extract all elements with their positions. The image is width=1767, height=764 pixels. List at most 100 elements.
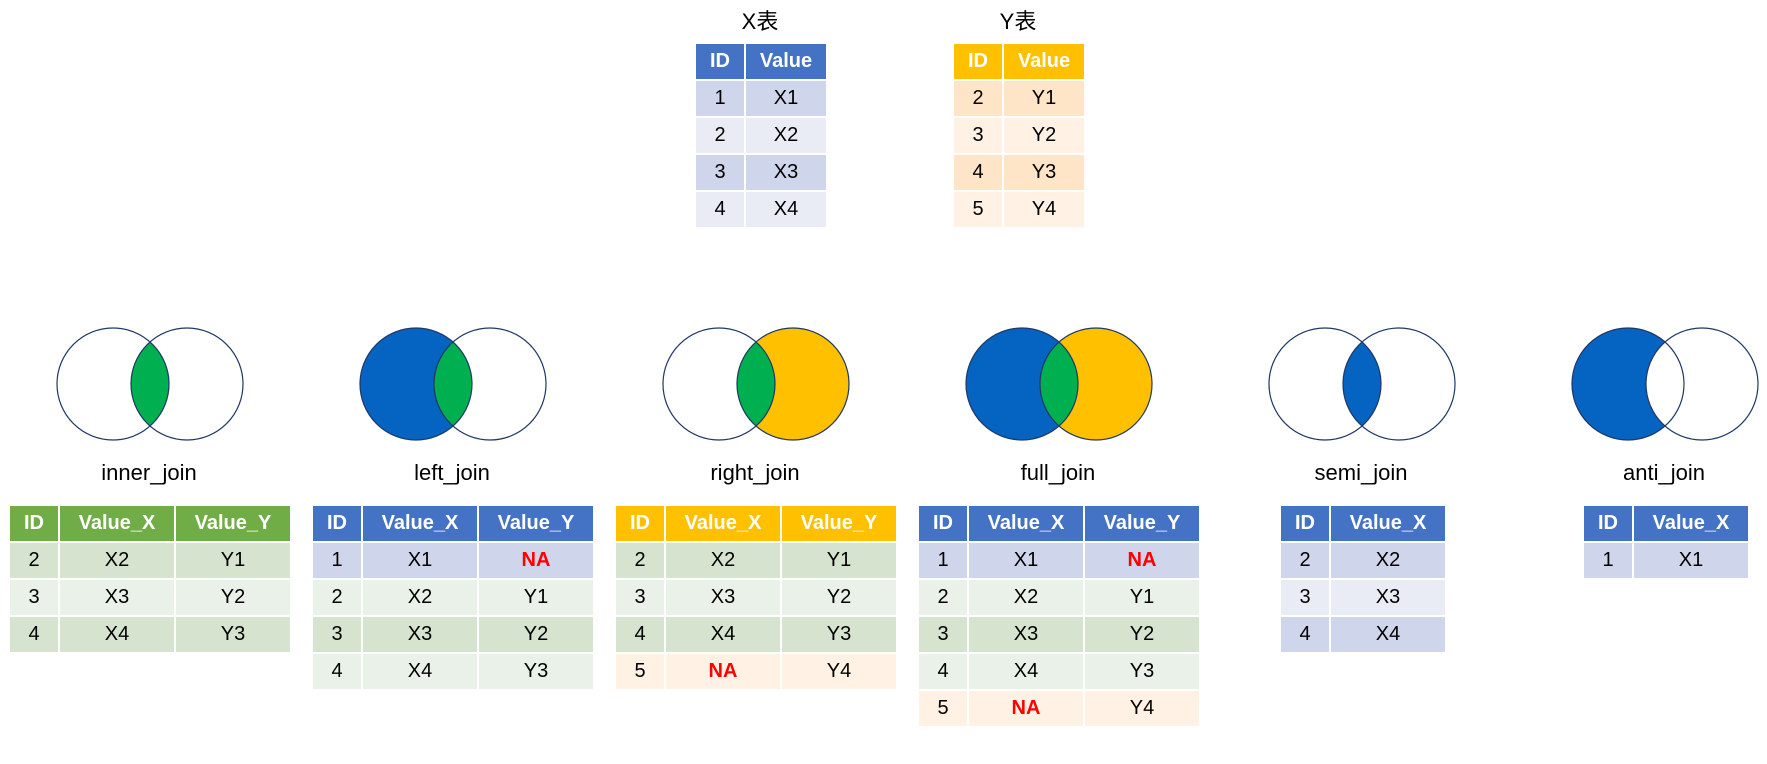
table-cell: X3 — [58, 578, 176, 617]
overlap-region — [1040, 328, 1078, 440]
table-cell: 3 — [614, 578, 666, 617]
join-name: full_join — [1020, 460, 1096, 485]
na-cell: NA — [664, 652, 782, 691]
table-cell: 5 — [614, 652, 666, 691]
table-cell: 2 — [311, 578, 363, 617]
join-name: inner_join — [101, 460, 197, 485]
table-cell: X3 — [967, 615, 1085, 654]
overlap-region — [131, 328, 169, 440]
table-cell: Y3 — [1002, 153, 1086, 192]
table-cell: 4 — [614, 615, 666, 654]
y-table: ID Value 2 Y1 3 Y2 4 Y3 5 Y4 — [952, 42, 1086, 229]
y-table-title: Y表 — [999, 9, 1037, 34]
semi-join-venn — [1268, 327, 1456, 441]
table-cell: 2 — [8, 541, 60, 580]
table-cell: Y2 — [1002, 116, 1086, 155]
table-row: 5 NA Y4 — [917, 689, 1201, 728]
table-cell: X2 — [967, 578, 1085, 617]
column-header: Value_Y — [780, 504, 898, 543]
table-row: 4 X4 — [694, 190, 828, 229]
table-cell: X4 — [361, 652, 479, 691]
column-header: ID — [1582, 504, 1634, 543]
table-cell: 2 — [952, 79, 1004, 118]
table-row: 5 Y4 — [952, 190, 1086, 229]
column-header: Value_Y — [477, 504, 595, 543]
join-name: semi_join — [1314, 460, 1408, 485]
table-cell: 5 — [952, 190, 1004, 229]
table-cell: 2 — [614, 541, 666, 580]
table-cell: 1 — [311, 541, 363, 580]
table-cell: Y3 — [780, 615, 898, 654]
left-join-venn — [359, 327, 547, 441]
anti-join-table: ID Value_X 1 X1 — [1582, 504, 1750, 580]
na-cell: NA — [477, 541, 595, 580]
table-cell: X4 — [664, 615, 782, 654]
table-row: 2 X2 Y1 — [8, 541, 292, 580]
table-row: 2 X2 — [1279, 541, 1447, 580]
table-cell: X2 — [664, 541, 782, 580]
table-cell: X1 — [744, 79, 828, 118]
column-header: Value_Y — [1083, 504, 1201, 543]
column-header: ID — [311, 504, 363, 543]
table-cell: 3 — [1279, 578, 1331, 617]
table-row: 1 X1 — [1582, 541, 1750, 580]
column-header: ID — [952, 42, 1004, 81]
table-cell: 3 — [694, 153, 746, 192]
table-cell: 4 — [917, 652, 969, 691]
table-row: 4 X4 Y3 — [8, 615, 292, 654]
column-header: Value_X — [664, 504, 782, 543]
table-cell: X2 — [744, 116, 828, 155]
table-cell: Y4 — [1002, 190, 1086, 229]
table-row: 5 NA Y4 — [614, 652, 898, 691]
column-header: Value — [744, 42, 828, 81]
table-cell: Y1 — [780, 541, 898, 580]
table-cell: X1 — [1632, 541, 1750, 580]
table-cell: Y2 — [174, 578, 292, 617]
table-row: 1 X1 NA — [311, 541, 595, 580]
na-cell: NA — [1083, 541, 1201, 580]
table-cell: 2 — [1279, 541, 1331, 580]
anti-join-venn — [1571, 327, 1759, 441]
inner-join-table: ID Value_X Value_Y 2 X2 Y1 3 X3 Y2 4 X4 Y3 — [8, 504, 292, 654]
table-cell: X3 — [361, 615, 479, 654]
overlap-region — [434, 328, 472, 440]
table-cell: X2 — [58, 541, 176, 580]
join-name: right_join — [710, 460, 800, 485]
table-row: 1 X1 — [694, 79, 828, 118]
table-cell: 3 — [8, 578, 60, 617]
column-header: ID — [614, 504, 666, 543]
table-cell: X4 — [967, 652, 1085, 691]
table-row: 2 X2 Y1 — [917, 578, 1201, 617]
table-header-row: ID Value_X Value_Y — [8, 504, 292, 543]
table-cell: 3 — [311, 615, 363, 654]
table-cell: Y1 — [1083, 578, 1201, 617]
full-join-table: ID Value_X Value_Y 1 X1 NA 2 X2 Y1 3 X3 Y2 4 X4… — [917, 504, 1201, 728]
table-cell: 5 — [917, 689, 969, 728]
inner-join-venn — [56, 327, 244, 441]
table-row: 1 X1 NA — [917, 541, 1201, 580]
table-cell: X4 — [1329, 615, 1447, 654]
table-header-row: ID Value — [952, 42, 1086, 81]
table-cell: 1 — [917, 541, 969, 580]
table-cell: X1 — [361, 541, 479, 580]
table-row: 2 X2 Y1 — [311, 578, 595, 617]
table-cell: 1 — [694, 79, 746, 118]
table-cell: 2 — [917, 578, 969, 617]
table-cell: X3 — [744, 153, 828, 192]
table-cell: 4 — [311, 652, 363, 691]
column-header: Value_X — [1329, 504, 1447, 543]
table-cell: 1 — [1582, 541, 1634, 580]
table-cell: Y3 — [1083, 652, 1201, 691]
column-header: ID — [1279, 504, 1331, 543]
overlap-region — [737, 328, 775, 440]
table-cell: Y2 — [780, 578, 898, 617]
table-row: 3 X3 Y2 — [311, 615, 595, 654]
table-cell: Y3 — [477, 652, 595, 691]
table-cell: Y2 — [1083, 615, 1201, 654]
table-header-row: ID Value_X — [1279, 504, 1447, 543]
table-cell: 4 — [1279, 615, 1331, 654]
table-cell: X1 — [967, 541, 1085, 580]
left-join-table: ID Value_X Value_Y 1 X1 NA 2 X2 Y1 3 X3 Y2 4 X4… — [311, 504, 595, 691]
table-row: 3 Y2 — [952, 116, 1086, 155]
table-row: 3 X3 — [694, 153, 828, 192]
